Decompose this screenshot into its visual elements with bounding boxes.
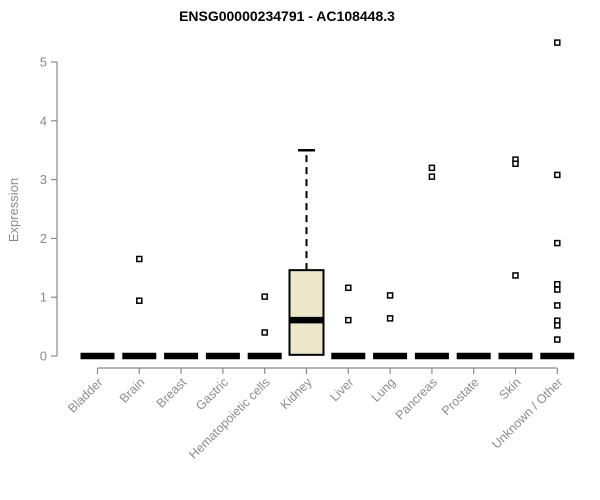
x-tick-label: Lung bbox=[369, 375, 399, 405]
boxplot-collapsed-box bbox=[80, 352, 115, 360]
x-tick-label: Gastric bbox=[193, 375, 231, 413]
outlier-point bbox=[554, 281, 561, 288]
x-tick-label: Prostate bbox=[439, 375, 482, 418]
outlier-point bbox=[261, 293, 268, 300]
x-tick-label: Hematopoietic cells bbox=[186, 375, 273, 462]
y-tick-label: 4 bbox=[40, 113, 47, 128]
outlier-point bbox=[554, 302, 561, 309]
boxplot-collapsed-box bbox=[205, 352, 240, 360]
outlier-point bbox=[261, 329, 268, 336]
boxplot-collapsed-box bbox=[247, 352, 282, 360]
boxplot-collapsed-box bbox=[122, 352, 157, 360]
boxplot-collapsed-box bbox=[540, 352, 575, 360]
outlier-point bbox=[554, 39, 561, 46]
x-tick-label: Kidney bbox=[278, 375, 315, 412]
outlier-point bbox=[386, 315, 394, 322]
y-tick-label: 1 bbox=[40, 290, 47, 305]
outlier-point bbox=[554, 322, 561, 329]
x-tick-label: Liver bbox=[327, 375, 356, 404]
x-tick-label: Unknown / Other bbox=[489, 375, 565, 451]
boxplot-collapsed-box bbox=[331, 352, 366, 360]
x-tick-label: Breast bbox=[154, 375, 190, 411]
outlier-point bbox=[428, 173, 436, 180]
y-tick-label: 2 bbox=[40, 231, 47, 246]
boxplot-median-line bbox=[289, 316, 324, 324]
y-tick-label: 5 bbox=[40, 55, 47, 70]
boxplot-collapsed-box bbox=[373, 352, 408, 360]
x-tick-label: Skin bbox=[497, 375, 524, 402]
outlier-point bbox=[428, 164, 436, 172]
outlier-point bbox=[554, 171, 561, 179]
chart-title: ENSG00000234791 - AC108448.3 bbox=[179, 8, 395, 24]
outlier-point bbox=[554, 336, 561, 343]
x-tick-label: Pancreas bbox=[393, 375, 440, 422]
boxplot-collapsed-box bbox=[456, 352, 491, 360]
outlier-point bbox=[512, 160, 519, 167]
outlier-point bbox=[554, 286, 561, 293]
boxplot-collapsed-box bbox=[414, 352, 449, 360]
boxplot-collapsed-box bbox=[498, 352, 533, 360]
outlier-point bbox=[345, 284, 352, 292]
outlier-point bbox=[345, 316, 352, 324]
y-tick-label: 0 bbox=[40, 349, 47, 364]
x-tick-label: Bladder bbox=[65, 375, 105, 415]
outlier-point bbox=[512, 272, 519, 279]
outlier-point bbox=[136, 297, 143, 304]
outlier-point bbox=[136, 255, 143, 263]
outlier-point bbox=[554, 239, 561, 247]
x-tick-label: Brain bbox=[117, 375, 148, 406]
outlier-point bbox=[386, 292, 394, 299]
y-tick-label: 3 bbox=[40, 172, 47, 187]
boxplot-box bbox=[288, 269, 325, 356]
boxplot-collapsed-box bbox=[164, 352, 199, 360]
